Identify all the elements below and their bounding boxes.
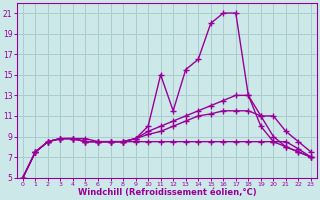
X-axis label: Windchill (Refroidissement éolien,°C): Windchill (Refroidissement éolien,°C) [77, 188, 256, 197]
